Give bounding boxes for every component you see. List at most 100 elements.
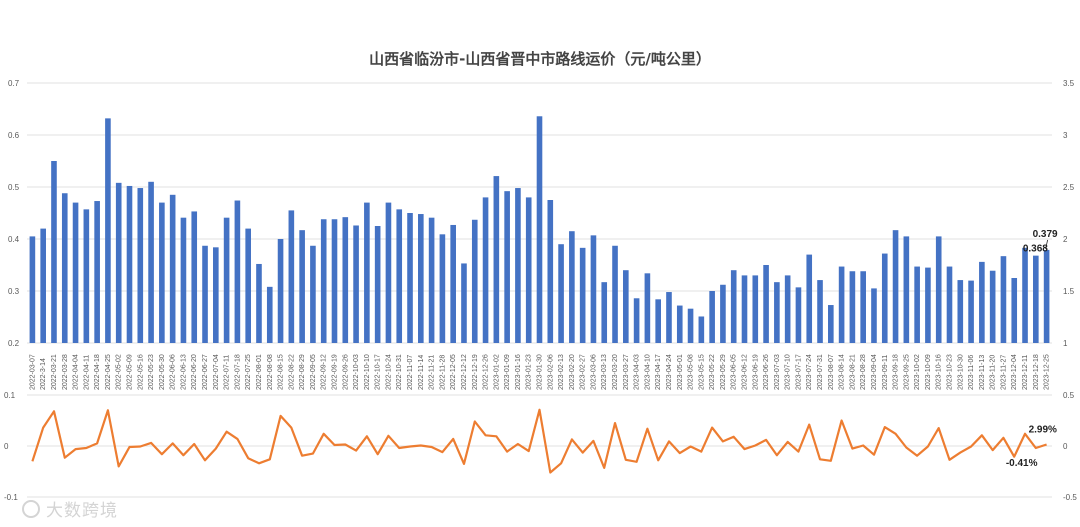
bar	[784, 275, 791, 343]
bar	[817, 280, 823, 343]
bar	[558, 244, 564, 343]
bar	[385, 202, 392, 343]
bar	[903, 236, 910, 343]
x-tick-label: 2023-04-24	[666, 354, 673, 390]
bar	[795, 287, 802, 343]
x-tick-label: 2023-08-28	[860, 354, 867, 390]
x-tick-label: 2022-06-06	[170, 354, 177, 390]
x-tick-label: 2022-10-31	[396, 354, 403, 390]
y-tick-label: 0.4	[8, 235, 20, 244]
bar	[623, 270, 629, 343]
bar	[418, 214, 424, 343]
x-tick-label: 2023-05-22	[709, 354, 716, 390]
x-tick-label: 2022-05-23	[148, 354, 155, 390]
bar	[666, 292, 672, 343]
bar	[126, 185, 133, 343]
x-tick-label: 2023-12-25	[1044, 354, 1051, 390]
y-tick-label: 0	[4, 442, 9, 451]
x-tick-label: 2022-3-14	[40, 358, 47, 390]
x-tick-label: 2023-05-15	[698, 354, 705, 390]
bar	[482, 197, 489, 343]
bar	[763, 265, 769, 343]
data-labels: 0.368 0.379 2.99% -0.41%	[1006, 229, 1058, 469]
data-label: 0.368	[1023, 244, 1048, 255]
bar	[105, 118, 111, 343]
bar	[407, 213, 413, 343]
bar	[364, 202, 370, 343]
x-tick-label: 2023-09-18	[893, 354, 900, 390]
x-tick-label: 2023-06-05	[731, 354, 738, 390]
bar	[730, 270, 737, 343]
x-tick-label: 2023-06-12	[742, 354, 749, 390]
x-tick-label: 2022-06-13	[180, 354, 187, 390]
y2-tick-label: 2.5	[1063, 183, 1075, 192]
x-tick-label: 2023-11-13	[979, 355, 986, 390]
x-axis-tick-labels: 2022-03-07 2022-3-14 2022-03-21 2022-03-28 2…	[29, 354, 1050, 390]
bar	[288, 210, 295, 343]
bar	[720, 284, 726, 343]
bar	[935, 236, 942, 343]
x-tick-label: 2022-05-09	[127, 354, 134, 390]
line-series	[31, 408, 1047, 474]
bar	[925, 267, 931, 343]
bar	[741, 275, 748, 343]
x-tick-label: 2023-07-31	[817, 354, 824, 390]
x-tick-label: 2022-04-11	[83, 355, 90, 390]
x-tick-label: 2022-12-12	[461, 354, 468, 390]
leader-line	[1045, 239, 1048, 250]
x-tick-label: 2022-05-16	[137, 354, 144, 390]
bar	[1011, 278, 1018, 343]
bar	[1033, 255, 1039, 343]
x-tick-label: 2023-02-06	[547, 354, 554, 390]
x-tick-label: 2023-10-30	[957, 354, 964, 390]
bar	[137, 188, 144, 343]
bar	[590, 235, 597, 343]
x-tick-label: 2022-09-19	[332, 354, 339, 390]
bar	[655, 299, 661, 343]
x-tick-label: 2023-02-27	[580, 354, 587, 390]
bar	[979, 261, 985, 343]
x-tick-label: 2022-07-11	[224, 355, 231, 390]
x-tick-label: 2023-12-18	[1033, 354, 1040, 390]
x-tick-label: 2022-07-04	[213, 354, 220, 390]
x-tick-label: 2023-10-23	[947, 354, 954, 390]
bar	[838, 266, 845, 343]
x-tick-label: 2022-04-25	[105, 354, 112, 390]
bar	[504, 191, 510, 343]
x-tick-label: 2022-08-08	[267, 354, 274, 390]
data-label: 0.379	[1033, 229, 1058, 240]
bar	[439, 234, 446, 343]
bar	[29, 236, 36, 343]
y2-tick-label: 0	[1063, 442, 1068, 451]
watermark: 大数跨境	[22, 496, 118, 521]
x-tick-label: 2023-06-26	[763, 354, 770, 390]
bar	[266, 286, 273, 343]
x-tick-label: 2023-05-29	[720, 354, 727, 390]
x-tick-label: 2022-08-01	[256, 354, 263, 390]
bar	[353, 225, 359, 343]
bar	[881, 253, 888, 343]
x-tick-label: 2023-08-14	[839, 354, 846, 390]
x-tick-label: 2023-03-13	[601, 354, 608, 390]
x-tick-label: 2023-07-17	[795, 354, 802, 390]
bar	[871, 288, 877, 343]
x-tick-label: 2023-09-04	[871, 354, 878, 390]
x-tick-label: 2022-04-04	[73, 354, 80, 390]
bar	[374, 226, 381, 343]
logo-icon	[22, 500, 40, 518]
x-tick-label: 2023-11-06	[968, 355, 975, 390]
bar	[536, 116, 543, 343]
y2-tick-label: -0.5	[1063, 493, 1077, 502]
x-tick-label: 2023-02-13	[558, 354, 565, 390]
bar	[148, 181, 154, 343]
bar	[213, 247, 219, 343]
x-tick-label: 2022-03-28	[62, 354, 69, 390]
x-tick-label: 2022-05-02	[116, 354, 123, 390]
x-tick-label: 2023-01-16	[515, 354, 522, 390]
x-tick-label: 2022-10-03	[353, 354, 360, 390]
bar	[547, 200, 554, 343]
bar	[914, 266, 920, 343]
bar	[957, 280, 964, 343]
bar	[159, 202, 165, 343]
